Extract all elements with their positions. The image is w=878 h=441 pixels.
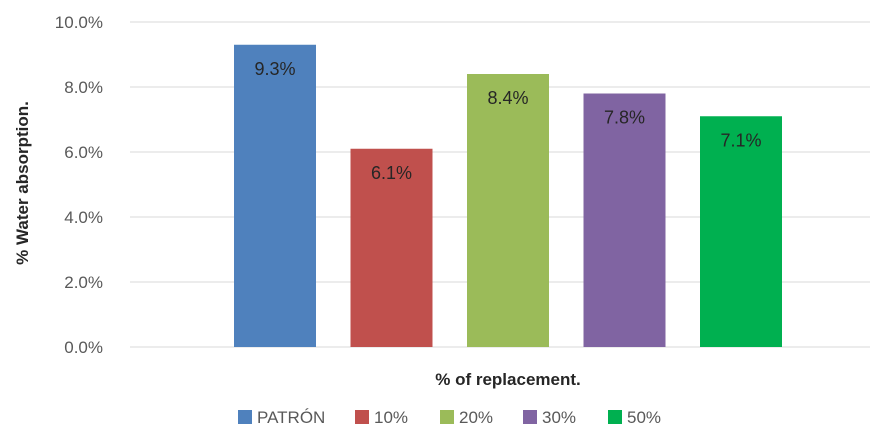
- y-tick-label: 4.0%: [64, 208, 103, 227]
- data-label: 6.1%: [371, 163, 412, 183]
- legend: PATRÓN 10% 20% 30% 50%: [238, 408, 661, 427]
- bar-4: [583, 93, 666, 347]
- legend-label: 10%: [374, 408, 408, 427]
- legend-swatch: [440, 410, 454, 424]
- bar-5: [700, 116, 782, 347]
- legend-swatch: [523, 410, 537, 424]
- legend-label: 30%: [542, 408, 576, 427]
- data-label: 7.8%: [604, 108, 645, 128]
- bar-3: [467, 74, 549, 347]
- data-label: 9.3%: [254, 59, 295, 79]
- legend-label: 20%: [459, 408, 493, 427]
- legend-swatch: [355, 410, 369, 424]
- legend-label: 50%: [627, 408, 661, 427]
- data-label: 7.1%: [720, 130, 761, 150]
- bar-1: [234, 44, 316, 347]
- y-tick-label: 10.0%: [55, 13, 103, 32]
- legend-swatch: [238, 410, 252, 424]
- data-labels: 9.3% 6.1% 8.4% 7.8% 7.1%: [254, 59, 761, 183]
- y-tick-label: 6.0%: [64, 143, 103, 162]
- legend-swatch: [608, 410, 622, 424]
- legend-item: 50%: [608, 408, 661, 427]
- legend-item: 20%: [440, 408, 493, 427]
- y-tick-label: 2.0%: [64, 273, 103, 292]
- bars: [234, 44, 782, 347]
- y-tick-label: 8.0%: [64, 78, 103, 97]
- legend-item: 10%: [355, 408, 408, 427]
- bar-2: [350, 148, 433, 347]
- y-axis-ticks: 0.0% 2.0% 4.0% 6.0% 8.0% 10.0%: [55, 13, 103, 357]
- legend-item: PATRÓN: [238, 408, 325, 427]
- x-axis-title: % of replacement.: [435, 370, 581, 389]
- y-tick-label: 0.0%: [64, 338, 103, 357]
- legend-label: PATRÓN: [257, 408, 325, 427]
- data-label: 8.4%: [487, 88, 528, 108]
- legend-item: 30%: [523, 408, 576, 427]
- y-axis-title: % Water absorption.: [13, 101, 32, 265]
